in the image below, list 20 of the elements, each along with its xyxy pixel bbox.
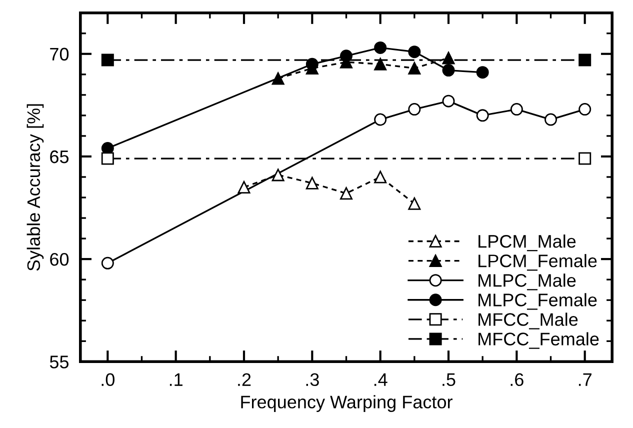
x-tick-label: .7	[578, 373, 592, 386]
y-tick-label: 70	[50, 48, 69, 61]
legend-label: MFCC_Male	[478, 312, 578, 330]
legend-label: MLPC_Female	[478, 293, 597, 310]
legend-label: MLPC_Male	[478, 274, 576, 290]
x-tick-label: .2	[238, 373, 251, 386]
x-tick-label: .1	[170, 373, 182, 386]
x-axis-title: Frequency Warping Factor	[241, 395, 452, 412]
x-tick-label: .3	[306, 373, 319, 386]
legend-label: LPCM_Male	[478, 234, 576, 252]
legend-label: LPCM_Female	[478, 254, 597, 271]
legend-label: MFCC_Female	[478, 332, 599, 349]
x-tick-label: .0	[102, 373, 114, 386]
y-tick-label: 65	[50, 150, 69, 164]
x-tick-label: .5	[442, 373, 456, 386]
x-tick-label: .4	[374, 373, 388, 386]
x-tick-label: .6	[510, 373, 524, 386]
y-axis-title: Sylable Accuracy [%]	[26, 104, 44, 271]
y-tick-label: 55	[50, 356, 69, 368]
y-tick-label: 60	[50, 253, 69, 266]
